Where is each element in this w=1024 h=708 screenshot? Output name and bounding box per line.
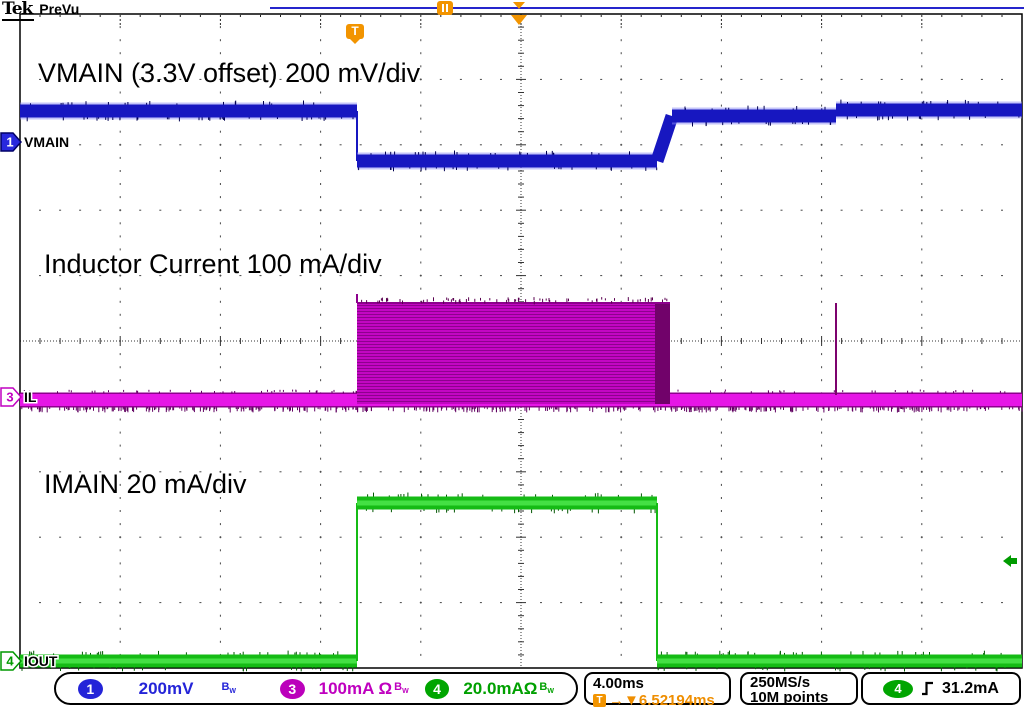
rising-edge-icon — [922, 681, 934, 696]
trigger-delay-line: T →▼6.52194ms — [593, 692, 722, 708]
acquisition-status: PreVu — [39, 1, 80, 17]
svg-text:1: 1 — [6, 135, 13, 150]
timebase: 4.00ms — [593, 675, 644, 692]
trigger-flag-icon: T — [346, 24, 364, 44]
ch1-bandwidth-icon: BW — [221, 681, 237, 696]
trigger-delay-value: →▼6.52194ms — [609, 692, 715, 708]
trigger-source-badge: 4 — [883, 679, 914, 698]
ch4-badge: 4 — [424, 678, 450, 699]
svg-text:3: 3 — [6, 390, 13, 405]
channel-readouts: 1 200mV BW 3 100mA Ω BW 4 20.0mAΩ BW — [54, 672, 578, 705]
record-length: 10M points — [750, 689, 829, 706]
trigger-flag-label: T — [351, 24, 359, 38]
trigger-flag-small-icon: T — [593, 694, 606, 707]
svg-text:VMAIN: VMAIN — [24, 134, 69, 150]
record-view-line — [270, 7, 1024, 9]
svg-text:IL: IL — [24, 389, 37, 405]
ch3-badge: 3 — [280, 678, 305, 699]
acquisition-readout: 250MS/s 10M points — [740, 672, 858, 705]
ch1-scale: 200mV — [138, 678, 194, 698]
trace-annotation-vmain: VMAIN (3.3V offset) 200 mV/div — [38, 58, 421, 88]
header: Tek PreVu — [2, 0, 80, 21]
trigger-level: 31.2mA — [942, 679, 999, 697]
svg-text:IOUT: IOUT — [24, 653, 58, 669]
trace-annotation-inductor-current: Inductor Current 100 mA/div — [44, 249, 382, 279]
ch1-badge: 1 — [78, 678, 103, 699]
trigger-flag-tail — [350, 39, 360, 44]
trigger-readout: 4 31.2mA — [861, 672, 1021, 705]
ch3-bandwidth-icon: BW — [394, 681, 409, 696]
trace-annotation-imain: IMAIN 20 mA/div — [44, 469, 247, 499]
ch3-scale: 100mA Ω — [318, 678, 393, 698]
sample-rate: 250MS/s — [750, 674, 811, 691]
svg-text:4: 4 — [6, 654, 14, 669]
expansion-point-icon — [437, 1, 453, 15]
tek-logo: Tek — [2, 0, 35, 21]
trigger-position-marker-icon — [511, 15, 527, 25]
horizontal-readout: 4.00ms T →▼6.52194ms — [584, 672, 731, 708]
status-bar: 1 200mV BW 3 100mA Ω BW 4 20.0mAΩ BW 4.0… — [0, 670, 1024, 708]
trigger-position-top-icon — [513, 2, 525, 9]
ch4-bandwidth-icon: BW — [539, 681, 554, 696]
ch4-scale: 20.0mAΩ — [463, 678, 538, 698]
